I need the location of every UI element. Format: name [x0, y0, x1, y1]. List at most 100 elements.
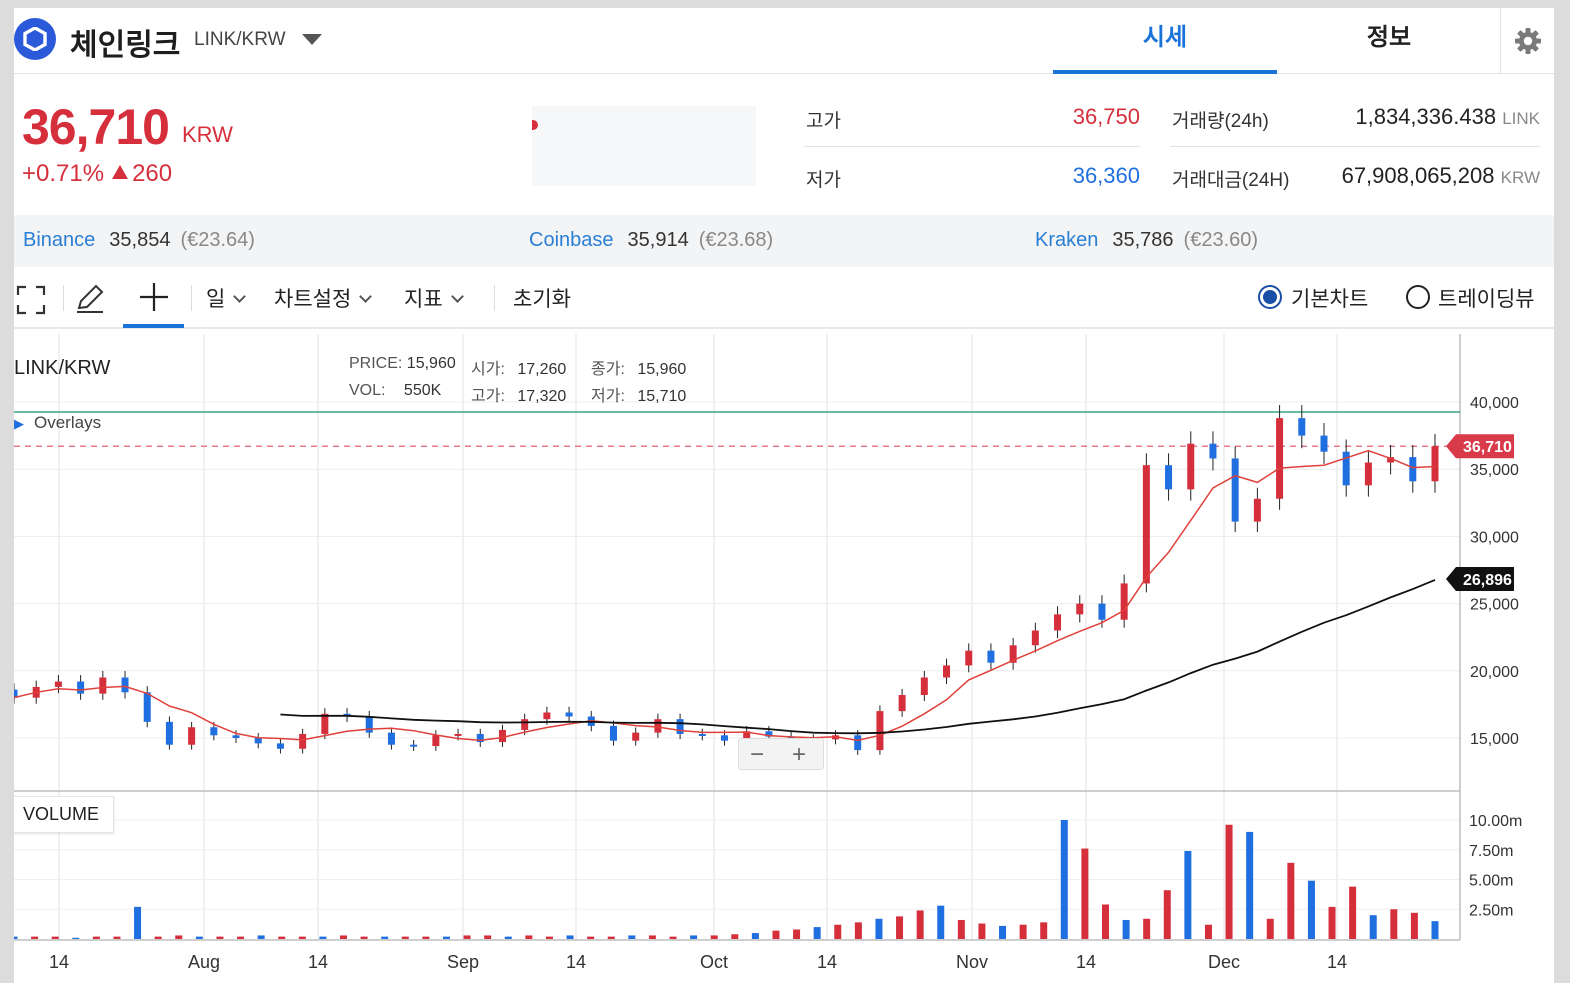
candle-body [543, 712, 551, 720]
volume-bar [1184, 850, 1192, 939]
crosshair-icon [140, 283, 168, 311]
volume-bar [1328, 906, 1336, 939]
volume-bar [257, 935, 265, 939]
volume-bar [195, 936, 203, 939]
volume-bar [1349, 886, 1357, 939]
zoom-control: − + [738, 738, 824, 770]
exchange-kraken[interactable]: Kraken 35,786 (€23.60) [1035, 229, 1258, 252]
volume-bar [1369, 915, 1377, 939]
zoom-out-button[interactable]: − [750, 741, 765, 768]
volume-bar [1410, 912, 1418, 939]
exchange-binance[interactable]: Binance 35,854 (€23.64) [23, 229, 255, 252]
candle-body [609, 725, 617, 741]
volume-bar [298, 936, 306, 939]
y-tick-label: 25,000 [1470, 597, 1519, 614]
volume-bar [690, 935, 698, 939]
price-change: +0.71% 260 [22, 160, 172, 188]
x-tick-label: 14 [1076, 952, 1096, 972]
crosshair-button[interactable] [138, 281, 170, 319]
volume-bar [628, 935, 636, 939]
candle-body [1165, 465, 1173, 490]
price-chart[interactable]: 40,000 35,000 30,000 25,000 20,000 15,000 10.0… [14, 8, 1554, 983]
volume-bar [1019, 924, 1027, 939]
y-tick-label: 15,000 [1470, 731, 1519, 748]
overlays-label: Overlays [34, 413, 102, 432]
gear-icon [1514, 28, 1541, 54]
tab-info[interactable]: 정보 [1366, 24, 1412, 51]
indicators-dropdown[interactable]: 지표 [404, 283, 464, 313]
candle-body [1320, 435, 1328, 452]
volume-bar [1225, 824, 1233, 939]
legend-high: 고가: 17,320 [471, 382, 566, 406]
reset-button[interactable]: 초기화 [513, 288, 571, 311]
exchange-bar: Binance 35,854 (€23.64) Coinbase 35,914 (€23… [14, 215, 1554, 267]
volume-bar [1122, 919, 1130, 939]
x-tick-label: 14 [1327, 952, 1347, 972]
candle-body [1187, 443, 1195, 490]
volume-bar [1081, 848, 1089, 939]
chart-settings-label: 차트설정 [274, 288, 352, 311]
candle-body [1120, 583, 1128, 620]
settings-button[interactable] [1500, 8, 1554, 74]
turnover-unit: KRW [1500, 168, 1540, 187]
volume-bar [978, 923, 986, 939]
tradingview-radio[interactable] [1406, 285, 1430, 309]
exchange-price: 35,914 [627, 229, 689, 251]
overlays-toggle[interactable]: ▶ Overlays [14, 413, 101, 433]
volume-bar [896, 916, 904, 939]
candle-body [1253, 498, 1261, 522]
legend-close: 종가: 15,960 [591, 355, 686, 379]
volume-bar [1101, 904, 1109, 939]
candle-body [920, 677, 928, 695]
volume-bar [463, 935, 471, 939]
legend-value: 17,320 [517, 388, 567, 405]
candle-body [365, 716, 373, 733]
x-tick-label: 14 [817, 952, 837, 972]
volume-bar [834, 924, 842, 939]
volume-bar [1204, 924, 1212, 939]
volume-bar [442, 936, 450, 939]
legend-key: 시가: [471, 361, 505, 378]
candle-body [1231, 458, 1239, 522]
candle-body [1098, 603, 1106, 620]
basic-chart-label[interactable]: 기본차트 [1291, 288, 1369, 311]
zoom-in-button[interactable]: + [792, 741, 807, 768]
volume-tick-label: 10.00m [1469, 813, 1522, 830]
coin-dropdown-icon[interactable] [302, 34, 322, 45]
volume-bar [1431, 921, 1439, 939]
ma-long-line [280, 579, 1436, 735]
period-dropdown[interactable]: 일 [206, 283, 247, 313]
candle-body [454, 733, 462, 736]
candle-body [1076, 603, 1084, 615]
chart-toolbar: 일 차트설정 지표 초기화 기본차트 트레이딩뷰 [14, 267, 1554, 329]
legend-key: 저가: [591, 388, 625, 405]
exchange-price: 35,786 [1112, 229, 1174, 251]
volume-bar [607, 936, 615, 939]
legend-value: 15,960 [406, 355, 456, 372]
volume-bar [360, 936, 368, 939]
volume-label: 거래량(24h) [1172, 111, 1269, 132]
candle-body [254, 738, 262, 744]
candle-body [1298, 418, 1306, 436]
tab-market-price[interactable]: 시세 [1053, 8, 1277, 74]
draw-button[interactable] [74, 283, 106, 321]
legend-key: PRICE: [349, 355, 403, 372]
basic-chart-radio[interactable] [1258, 285, 1282, 309]
volume-bar [175, 935, 183, 939]
fullscreen-button[interactable] [16, 285, 46, 321]
tradingview-label[interactable]: 트레이딩뷰 [1438, 288, 1535, 311]
volume-bar [1246, 831, 1254, 939]
exchange-coinbase[interactable]: Coinbase 35,914 (€23.68) [529, 229, 773, 252]
candle-body [77, 681, 85, 694]
exchange-eur: (€23.68) [698, 229, 774, 251]
x-tick-label: Aug [188, 952, 220, 972]
volume-bar [1287, 862, 1295, 939]
candle-body [1409, 457, 1417, 482]
ma-value-tag-bg [1446, 567, 1514, 591]
chart-settings-dropdown[interactable]: 차트설정 [274, 283, 373, 313]
volume-bar [92, 936, 100, 939]
volume-bar [422, 936, 430, 939]
legend-low: 저가: 15,710 [591, 382, 686, 406]
legend-value: 15,960 [637, 361, 687, 378]
candle-body [54, 681, 62, 687]
